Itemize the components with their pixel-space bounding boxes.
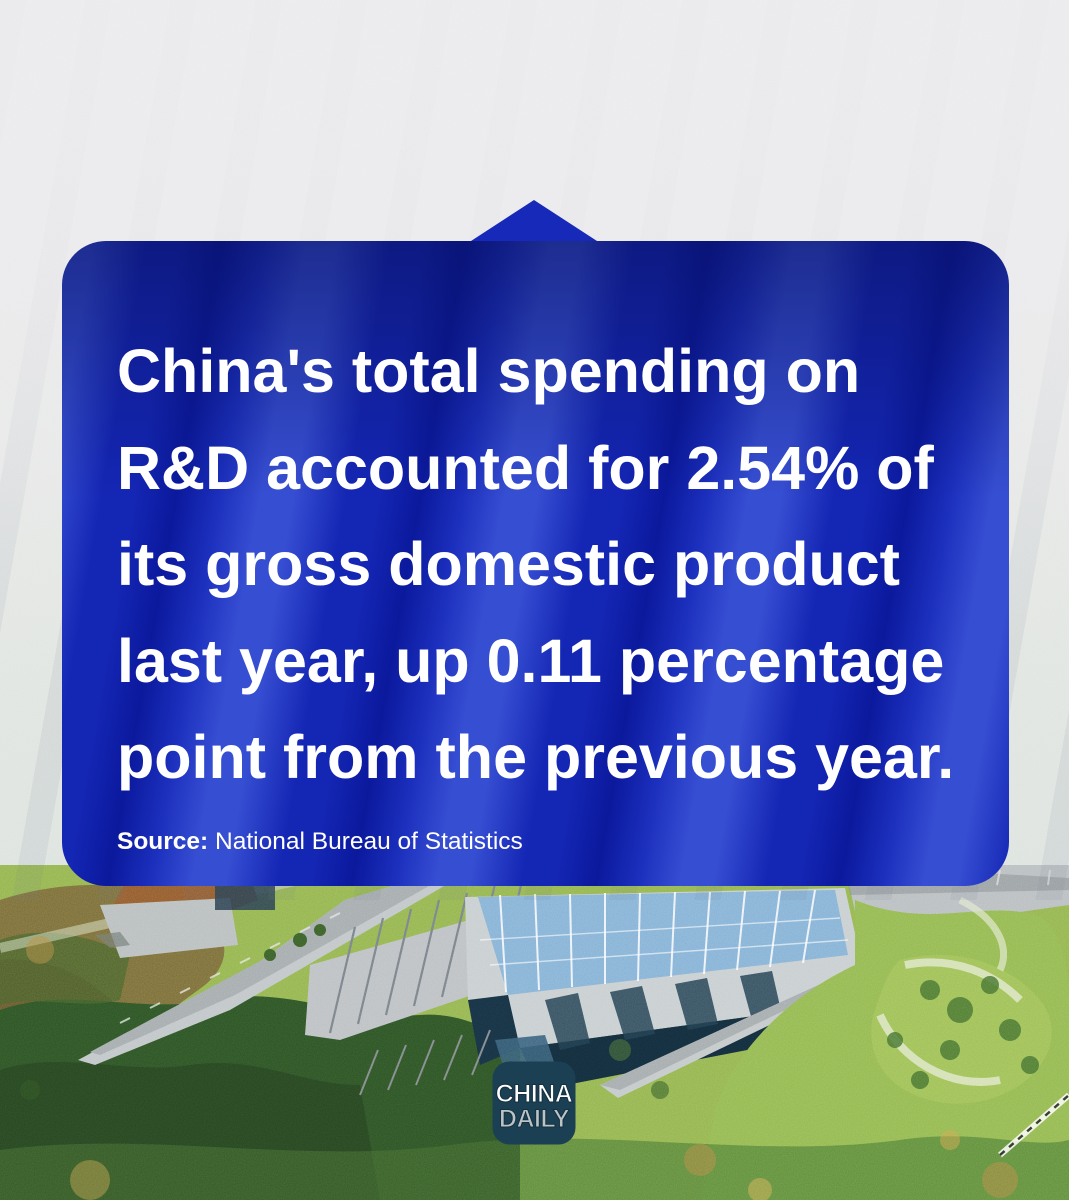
svg-text:DAILY: DAILY: [499, 1105, 570, 1133]
svg-text:CHINA: CHINA: [496, 1080, 573, 1108]
